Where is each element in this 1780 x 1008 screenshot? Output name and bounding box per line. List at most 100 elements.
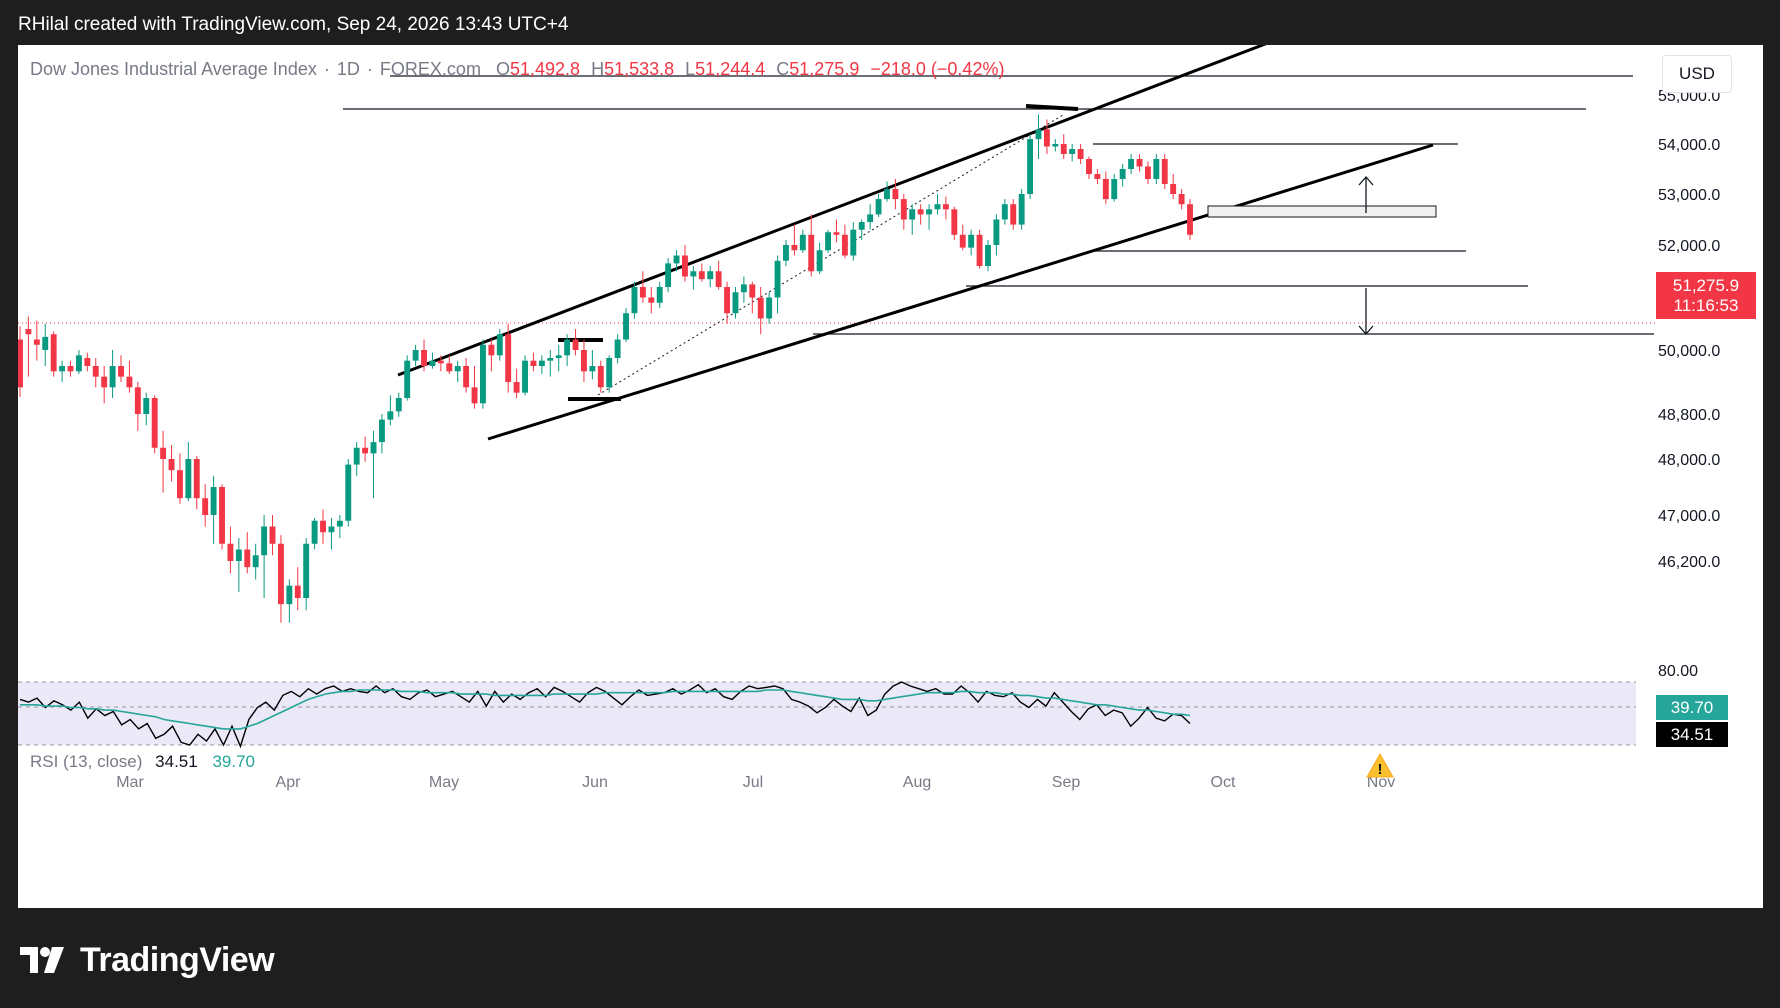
rsi-ma-badge-text: 39.70 (1671, 698, 1714, 717)
attribution-header: RHilal created with TradingView.com, Sep… (18, 14, 569, 35)
arrow-up-head (1358, 176, 1374, 186)
price-badge-countdown: 11:16:53 (1674, 296, 1739, 315)
candle (934, 194, 941, 215)
candle (985, 239, 991, 272)
currency-button[interactable]: USD (1662, 55, 1732, 93)
symbol-interval[interactable]: 1D (336, 59, 360, 79)
candle (614, 334, 621, 364)
symbol-legend: Dow Jones Industrial Average Index · 1D … (30, 59, 1010, 80)
candle (311, 517, 318, 550)
candle (1178, 189, 1185, 210)
candle (454, 360, 461, 382)
candle (564, 334, 571, 366)
candle (101, 366, 108, 404)
x-tick-label: Jul (743, 774, 763, 791)
candle (623, 308, 629, 343)
candle (370, 430, 377, 499)
legend-separator: · (366, 59, 373, 79)
chart-panel[interactable]: 55,000.0 54,000.0 53,000.0 52,000.0 50,000.0… (18, 45, 1763, 908)
candle (825, 229, 832, 253)
candle (387, 395, 394, 426)
candle (1119, 164, 1126, 187)
candle (345, 459, 352, 527)
candle (1111, 174, 1118, 202)
candle (227, 526, 234, 574)
candle (799, 229, 806, 253)
close-value: 51,275.9 (789, 59, 860, 79)
candle (160, 430, 167, 493)
candle (1128, 154, 1135, 174)
channel-upper (397, 45, 1267, 377)
candle (926, 204, 933, 230)
warning-icon[interactable]: ! (1366, 752, 1394, 778)
candle (690, 266, 697, 290)
candle (219, 484, 225, 550)
y-tick-label: 48,000.0 (1658, 452, 1720, 469)
svg-text:!: ! (1378, 761, 1383, 778)
candle (320, 509, 326, 544)
candle (850, 222, 857, 261)
candle (1043, 119, 1050, 154)
candle (682, 245, 688, 282)
candle (1153, 154, 1160, 184)
candle (75, 350, 82, 374)
y-axis: 55,000.054,000.053,000.052,000.050,000.0… (1658, 88, 1720, 680)
candle (134, 382, 141, 431)
breakdown-zone (1207, 205, 1437, 218)
candle (168, 444, 175, 482)
candle (202, 484, 209, 527)
candle (109, 350, 116, 398)
open-key: O (495, 59, 510, 79)
candle (1136, 154, 1143, 172)
candle (59, 360, 66, 382)
rsi-tick-label: 80.00 (1658, 663, 1698, 680)
candle (261, 515, 268, 598)
candle (867, 204, 874, 230)
candle (67, 360, 74, 377)
candle (766, 292, 773, 324)
candle (858, 219, 865, 240)
candle (808, 214, 815, 277)
candle (244, 532, 251, 574)
candle (732, 287, 739, 319)
rsi-label[interactable]: RSI (13, close) (30, 752, 143, 771)
y-tick-label: 47,000.0 (1658, 508, 1720, 525)
high-value: 51,533.8 (604, 59, 675, 79)
rsi-lines-group (19, 681, 1191, 749)
x-tick-label: Apr (276, 774, 302, 791)
rsi-value: 34.51 (155, 752, 198, 771)
marker-aug-top (1025, 104, 1079, 111)
candle (665, 258, 672, 293)
candle (1077, 144, 1084, 164)
channel-dotted (597, 114, 1064, 396)
candle (252, 543, 259, 580)
candle (530, 352, 537, 372)
candle (378, 414, 385, 454)
candle (1161, 154, 1168, 189)
candle (1027, 134, 1034, 200)
candle (286, 579, 293, 623)
candle (505, 323, 512, 393)
x-tick-label: Mar (116, 774, 144, 791)
open-value: 51,492.8 (509, 59, 581, 79)
candle (1035, 114, 1042, 159)
candle (841, 224, 848, 259)
candle (1069, 144, 1076, 162)
x-axis: Mar Apr May Jun Jul Aug Sep Oct Nov (116, 774, 1395, 791)
candle (673, 250, 680, 272)
x-tick-label: Oct (1211, 774, 1236, 791)
candle (656, 281, 663, 308)
candle (698, 263, 705, 282)
symbol-source: FOREX.com (379, 59, 481, 79)
candle (513, 368, 520, 398)
candle (1060, 134, 1067, 159)
symbol-name[interactable]: Dow Jones Industrial Average Index (30, 59, 317, 79)
y-tick-label: 48,800.0 (1658, 407, 1720, 424)
legend-separator: · (323, 59, 330, 79)
candle (959, 224, 966, 251)
candle (522, 355, 528, 396)
candle (480, 339, 486, 409)
x-tick-label: Sep (1052, 774, 1081, 791)
rsi-band (18, 682, 1636, 745)
price-chart[interactable]: 55,000.054,000.053,000.052,000.050,000.0… (18, 45, 1763, 908)
